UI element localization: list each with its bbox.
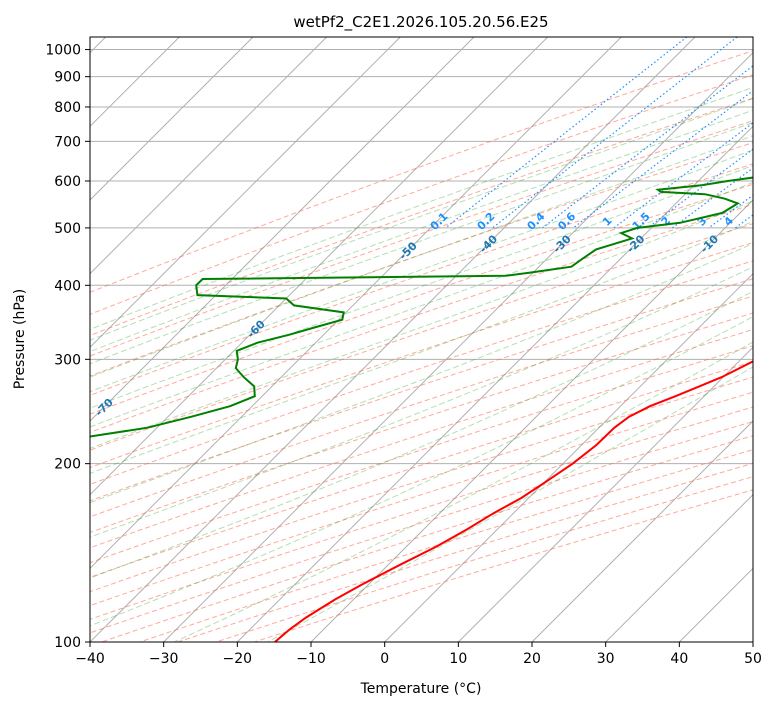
y-tick-label: 700 (54, 134, 81, 150)
isotherm-line (163, 51, 753, 642)
mixing-ratio-line (492, 37, 738, 229)
y-tick-label: 100 (54, 635, 81, 651)
y-tick-label: 1000 (45, 43, 81, 59)
dry-adiabat-line (90, 241, 753, 469)
plot-frame (89, 36, 754, 643)
mixing-ratio-line (672, 167, 753, 229)
x-tick-label: 50 (744, 651, 762, 667)
dry-adiabat-line (90, 295, 753, 518)
moist-adiabat-line (90, 200, 753, 449)
mixing-ratio-line (572, 89, 753, 229)
x-tick-label: 40 (670, 651, 688, 667)
isotherm-line (531, 420, 753, 642)
moist-adiabat-line (90, 242, 753, 504)
isotherm-line (90, 37, 475, 422)
dry-adiabat-line (90, 345, 753, 564)
isotherm-line (90, 37, 254, 201)
dry-adiabat-line (90, 260, 753, 485)
x-tick-label: −40 (75, 651, 105, 667)
y-tick-label: 200 (54, 457, 81, 473)
moist-adiabat-line (90, 98, 753, 341)
dry-adiabat-line (90, 97, 753, 337)
isotherm-line (90, 37, 696, 642)
background-lines (90, 37, 753, 642)
x-axis-label: Temperature (°C) (360, 681, 482, 697)
x-tick-label: 10 (449, 651, 467, 667)
dry-adiabat-line (90, 391, 753, 607)
dry-adiabat-line (90, 142, 753, 377)
dry-adiabat-line (90, 312, 753, 534)
isotherm-line (605, 493, 753, 642)
isotherm-line (90, 37, 622, 570)
moist-adiabat-line (90, 181, 753, 428)
moist-adiabat-line (267, 366, 753, 642)
temperature-series-line (274, 360, 753, 642)
isotherm-line (90, 37, 401, 349)
moist-adiabat-line (90, 86, 753, 330)
dry-adiabat-line (90, 361, 753, 578)
y-tick-label: 600 (54, 174, 81, 190)
isotherm-line (90, 37, 328, 275)
y-axis-ticks: 100 200 300 400 500 600 700 800 900 1000 (45, 43, 90, 651)
isotherm-line (457, 346, 753, 642)
dewpoint-series-line (90, 176, 753, 438)
moist-adiabat-line (90, 266, 753, 538)
dry-adiabat-line (90, 376, 753, 593)
moist-adiabat-line (90, 316, 753, 627)
isotherm-line (384, 272, 753, 642)
x-tick-label: −10 (296, 651, 326, 667)
dry-adiabat-line (90, 223, 753, 451)
x-tick-label: 20 (523, 651, 541, 667)
moist-adiabat-line (90, 220, 753, 474)
y-tick-label: 900 (54, 70, 81, 86)
dry-adiabat-line (90, 278, 753, 502)
y-tick-label: 800 (54, 100, 81, 116)
y-axis-label: Pressure (hPa) (12, 289, 28, 389)
sounding-profiles (90, 176, 753, 642)
x-tick-label: −30 (149, 651, 179, 667)
moist-adiabat-line (90, 149, 753, 393)
isotherm-line (90, 37, 549, 496)
mixing-ratio-line (542, 65, 753, 229)
dry-adiabat-line (90, 329, 753, 549)
isotherm-line (310, 199, 753, 642)
isotherm-line (236, 125, 753, 642)
x-tick-label: 0 (380, 651, 389, 667)
x-tick-label: −20 (223, 651, 253, 667)
moist-adiabat-line (90, 164, 753, 409)
y-tick-label: 300 (54, 352, 81, 368)
chart-title: wetPf2_C2E1.2026.105.20.56.E25 (293, 13, 548, 32)
x-axis-ticks: −40 −30 −20 −10 0 10 20 30 40 50 (75, 642, 762, 667)
x-tick-label: 30 (597, 651, 615, 667)
y-tick-label: 400 (54, 278, 81, 294)
y-tick-label: 500 (54, 221, 81, 237)
dry-adiabat-line (90, 50, 753, 293)
